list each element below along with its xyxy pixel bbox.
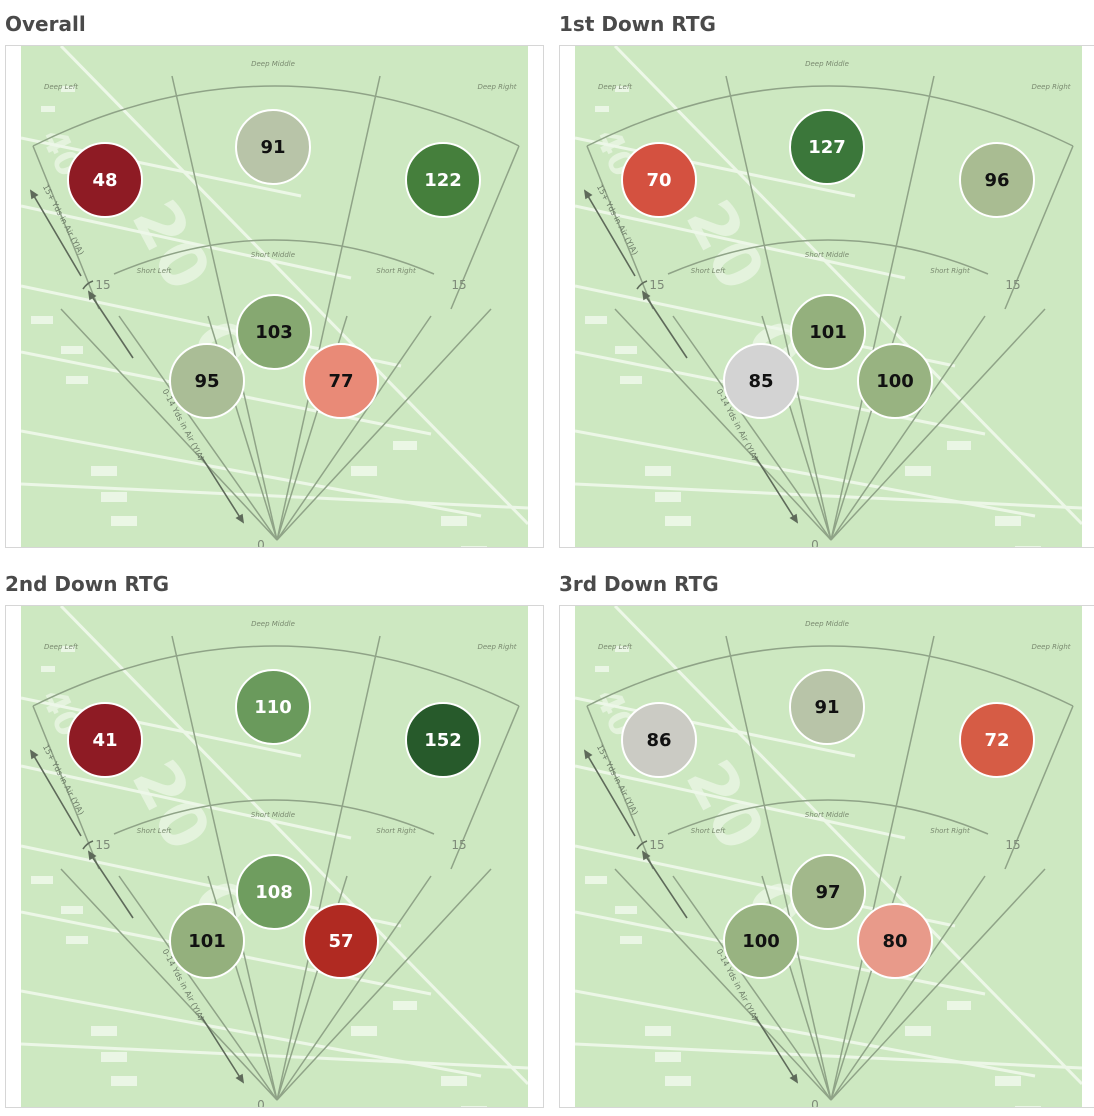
zone-bubble-deep-left[interactable] <box>67 142 143 218</box>
panel-title: 3rd Down RTG <box>559 572 719 596</box>
zone-value-short-middle: 101 <box>809 322 847 343</box>
yard-15-right: 15 <box>1005 278 1020 292</box>
zone-value-deep-left: 70 <box>646 170 671 191</box>
zone-value-deep-left: 41 <box>92 730 117 751</box>
zone-label-deep-left: Deep Left <box>598 83 632 91</box>
zone-value-short-right: 100 <box>876 371 914 392</box>
zone-label-short-middle: Short Middle <box>251 251 295 259</box>
zone-label-short-left: Short Left <box>137 267 172 275</box>
yard-15-right: 15 <box>451 278 466 292</box>
zone-bubble-short-left[interactable] <box>169 903 245 979</box>
zone-value-short-middle: 97 <box>815 882 840 903</box>
zone-label-short-left: Short Left <box>137 827 172 835</box>
yard-15-left: 15 <box>95 278 110 292</box>
zone-value-short-right: 80 <box>882 931 907 952</box>
zone-bubble-deep-left[interactable] <box>621 702 697 778</box>
zone-value-short-right: 77 <box>328 371 353 392</box>
zone-value-deep-right: 152 <box>424 730 462 751</box>
zone-value-short-left: 95 <box>194 371 219 392</box>
zone-bubble-short-left[interactable] <box>723 343 799 419</box>
zone-bubble-deep-right[interactable] <box>959 702 1035 778</box>
zone-value-deep-left: 48 <box>92 170 117 191</box>
yard-0: 0 <box>811 538 819 548</box>
zone-bubble-deep-middle[interactable] <box>235 109 311 185</box>
zone-bubble-deep-left[interactable] <box>67 702 143 778</box>
yard-15-right: 15 <box>1005 838 1020 852</box>
panel-title: 2nd Down RTG <box>5 572 170 596</box>
zone-label-short-left: Short Left <box>691 827 726 835</box>
zone-label-short-right: Short Right <box>930 267 970 275</box>
zone-bubble-short-left[interactable] <box>723 903 799 979</box>
zone-label-short-right: Short Right <box>376 827 416 835</box>
yard-0: 0 <box>257 538 265 548</box>
zone-label-deep-left: Deep Left <box>44 643 78 651</box>
zone-bubble-deep-left[interactable] <box>621 142 697 218</box>
zone-label-deep-right: Deep Right <box>477 83 516 91</box>
zone-value-short-middle: 103 <box>255 322 293 343</box>
zone-value-deep-middle: 110 <box>254 697 292 718</box>
yard-15-left: 15 <box>649 278 664 292</box>
panel-title: 1st Down RTG <box>559 12 716 36</box>
zone-bubble-short-middle[interactable] <box>790 854 866 930</box>
panel-title: Overall <box>5 12 86 36</box>
zone-bubble-deep-right[interactable] <box>405 142 481 218</box>
zone-label-deep-middle: Deep Middle <box>251 60 295 68</box>
zone-value-short-left: 100 <box>742 931 780 952</box>
zone-label-short-right: Short Right <box>376 267 416 275</box>
zone-label-deep-middle: Deep Middle <box>805 60 849 68</box>
zone-label-short-middle: Short Middle <box>251 811 295 819</box>
zone-value-deep-left: 86 <box>646 730 671 751</box>
zone-label-deep-middle: Deep Middle <box>805 620 849 628</box>
zone-bubble-short-middle[interactable] <box>236 294 312 370</box>
zone-bubble-short-right[interactable] <box>857 903 933 979</box>
zone-bubble-short-right[interactable] <box>857 343 933 419</box>
zone-value-deep-middle: 127 <box>808 137 846 158</box>
yard-0: 0 <box>811 1098 819 1108</box>
zone-value-deep-middle: 91 <box>260 137 285 158</box>
zone-value-deep-middle: 91 <box>814 697 839 718</box>
zone-value-deep-right: 72 <box>984 730 1009 751</box>
zone-label-deep-middle: Deep Middle <box>251 620 295 628</box>
zone-bubble-short-right[interactable] <box>303 903 379 979</box>
zone-value-short-left: 85 <box>748 371 773 392</box>
zone-bubble-deep-middle[interactable] <box>235 669 311 745</box>
zone-bubble-short-left[interactable] <box>169 343 245 419</box>
zone-label-deep-right: Deep Right <box>1031 83 1070 91</box>
zone-label-deep-left: Deep Left <box>598 643 632 651</box>
zone-bubble-deep-right[interactable] <box>959 142 1035 218</box>
zone-value-short-middle: 108 <box>255 882 293 903</box>
zone-bubble-deep-middle[interactable] <box>789 109 865 185</box>
zone-label-deep-left: Deep Left <box>44 83 78 91</box>
zone-value-short-left: 101 <box>188 931 226 952</box>
zone-value-deep-right: 96 <box>984 170 1009 191</box>
zone-bubble-short-middle[interactable] <box>790 294 866 370</box>
zone-bubble-deep-right[interactable] <box>405 702 481 778</box>
zone-bubble-deep-middle[interactable] <box>789 669 865 745</box>
yard-15-right: 15 <box>451 838 466 852</box>
zone-bubble-short-middle[interactable] <box>236 854 312 930</box>
zone-label-short-middle: Short Middle <box>805 251 849 259</box>
yard-15-left: 15 <box>95 838 110 852</box>
zone-value-short-right: 57 <box>328 931 353 952</box>
zone-label-deep-right: Deep Right <box>477 643 516 651</box>
yard-0: 0 <box>257 1098 265 1108</box>
zone-value-deep-right: 122 <box>424 170 462 191</box>
zone-label-deep-right: Deep Right <box>1031 643 1070 651</box>
zone-bubble-short-right[interactable] <box>303 343 379 419</box>
zone-label-short-left: Short Left <box>691 267 726 275</box>
yard-15-left: 15 <box>649 838 664 852</box>
zone-label-short-right: Short Right <box>930 827 970 835</box>
zone-label-short-middle: Short Middle <box>805 811 849 819</box>
